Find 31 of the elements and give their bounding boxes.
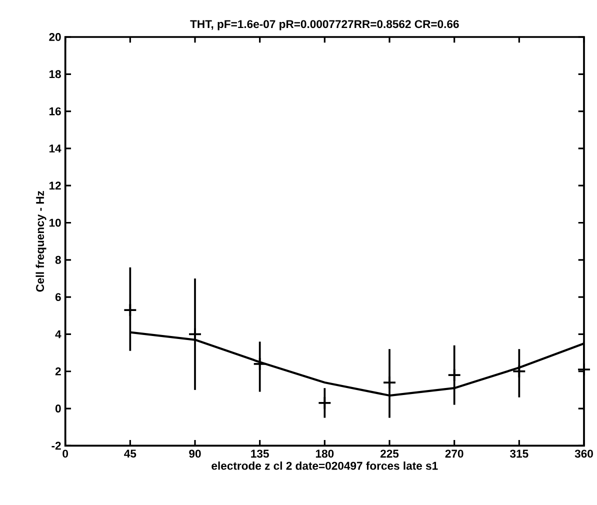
x-tick-label: 360 — [574, 450, 593, 458]
y-tick-label: 2 — [55, 367, 61, 376]
point — [318, 396, 332, 410]
y-tick-label: 4 — [55, 330, 62, 338]
x-tick-label: 45 — [124, 450, 136, 458]
point — [577, 362, 591, 376]
point — [447, 368, 462, 382]
y-tick-label: 16 — [49, 107, 61, 116]
point — [252, 357, 267, 371]
y-tick-label: 18 — [49, 70, 61, 78]
point — [123, 303, 138, 317]
y-tick-label: -2 — [52, 442, 61, 450]
chart-title: THT, pF=1.6e-07 pR=0.0007727RR=0.8562 CR=0.66 — [190, 20, 459, 30]
y-tick-label: 6 — [55, 293, 61, 302]
x-tick-label: 270 — [445, 450, 464, 458]
point — [512, 364, 526, 378]
y-tick-label: 20 — [49, 33, 61, 41]
x-tick-label: 225 — [380, 450, 399, 458]
point — [382, 376, 396, 390]
y-tick-label: 14 — [49, 144, 62, 152]
x-tick-label: 90 — [189, 450, 201, 458]
x-tick-label: 180 — [316, 450, 334, 458]
y-axis-title: Cell frequency - Hz — [36, 190, 46, 292]
y-tick-label: 8 — [55, 256, 61, 264]
x-tick-label: 315 — [510, 450, 528, 458]
y-tick-label: 10 — [49, 218, 61, 227]
x-axis-title: electrode z cl 2 date=020497 forces late s1 — [212, 462, 438, 470]
x-tick-label: 135 — [251, 450, 269, 458]
y-tick-label: 12 — [49, 182, 61, 190]
x-tick-label: 0 — [62, 450, 68, 458]
y-tick-label: 0 — [55, 404, 61, 413]
